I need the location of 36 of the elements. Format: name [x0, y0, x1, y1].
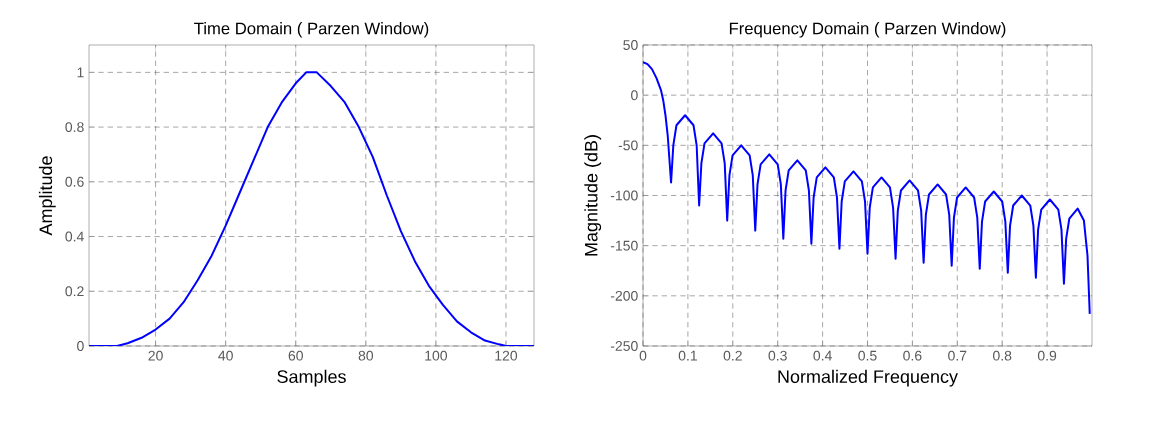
y-axis-title: Amplitude: [38, 156, 56, 236]
x-tick-label: 0.2: [723, 350, 742, 361]
x-tick-label: 60: [288, 350, 303, 361]
y-tick-label: 0.4: [65, 231, 84, 242]
x-tick-label: 40: [218, 350, 233, 361]
x-tick-label: 100: [425, 350, 448, 361]
x-tick-label: 0.9: [1037, 350, 1057, 361]
chart-title: Frequency Domain ( Parzen Window): [729, 22, 1006, 38]
y-tick-label: 0.2: [65, 286, 84, 297]
y-tick-label: 50: [623, 40, 638, 50]
y-tick-label: -50: [618, 140, 638, 151]
x-tick-label: 0: [639, 350, 647, 361]
line-series: [643, 61, 1091, 315]
y-tick-label: -150: [610, 240, 638, 251]
x-axis-title: Samples: [277, 369, 346, 387]
y-tick-label: 0: [631, 90, 638, 101]
y-tick-label: 0.6: [65, 176, 84, 187]
x-axis-title: Normalized Frequency: [778, 369, 958, 387]
y-tick-label: -200: [610, 290, 638, 301]
x-tick-label: 20: [148, 350, 163, 361]
x-tick-label: 0.7: [948, 350, 967, 361]
y-tick-label: 0: [77, 341, 84, 351]
y-tick-label: -250: [610, 341, 638, 351]
x-tick-label: 80: [358, 350, 374, 361]
y-tick-label: 1: [77, 67, 84, 78]
x-tick-label: 0.8: [993, 350, 1012, 361]
x-tick-label: 0.4: [813, 350, 832, 361]
x-tick-label: 0.5: [858, 350, 877, 361]
chart-title: Time Domain ( Parzen Window): [194, 22, 429, 38]
x-tick-label: 120: [495, 350, 518, 361]
y-tick-label: 0.8: [65, 122, 84, 133]
y-tick-label: -100: [610, 190, 638, 201]
y-axis-title: Magnitude (dB): [584, 135, 602, 256]
x-tick-label: 0.6: [903, 350, 922, 361]
x-tick-label: 0.1: [678, 350, 697, 361]
x-tick-label: 0.3: [768, 350, 787, 361]
